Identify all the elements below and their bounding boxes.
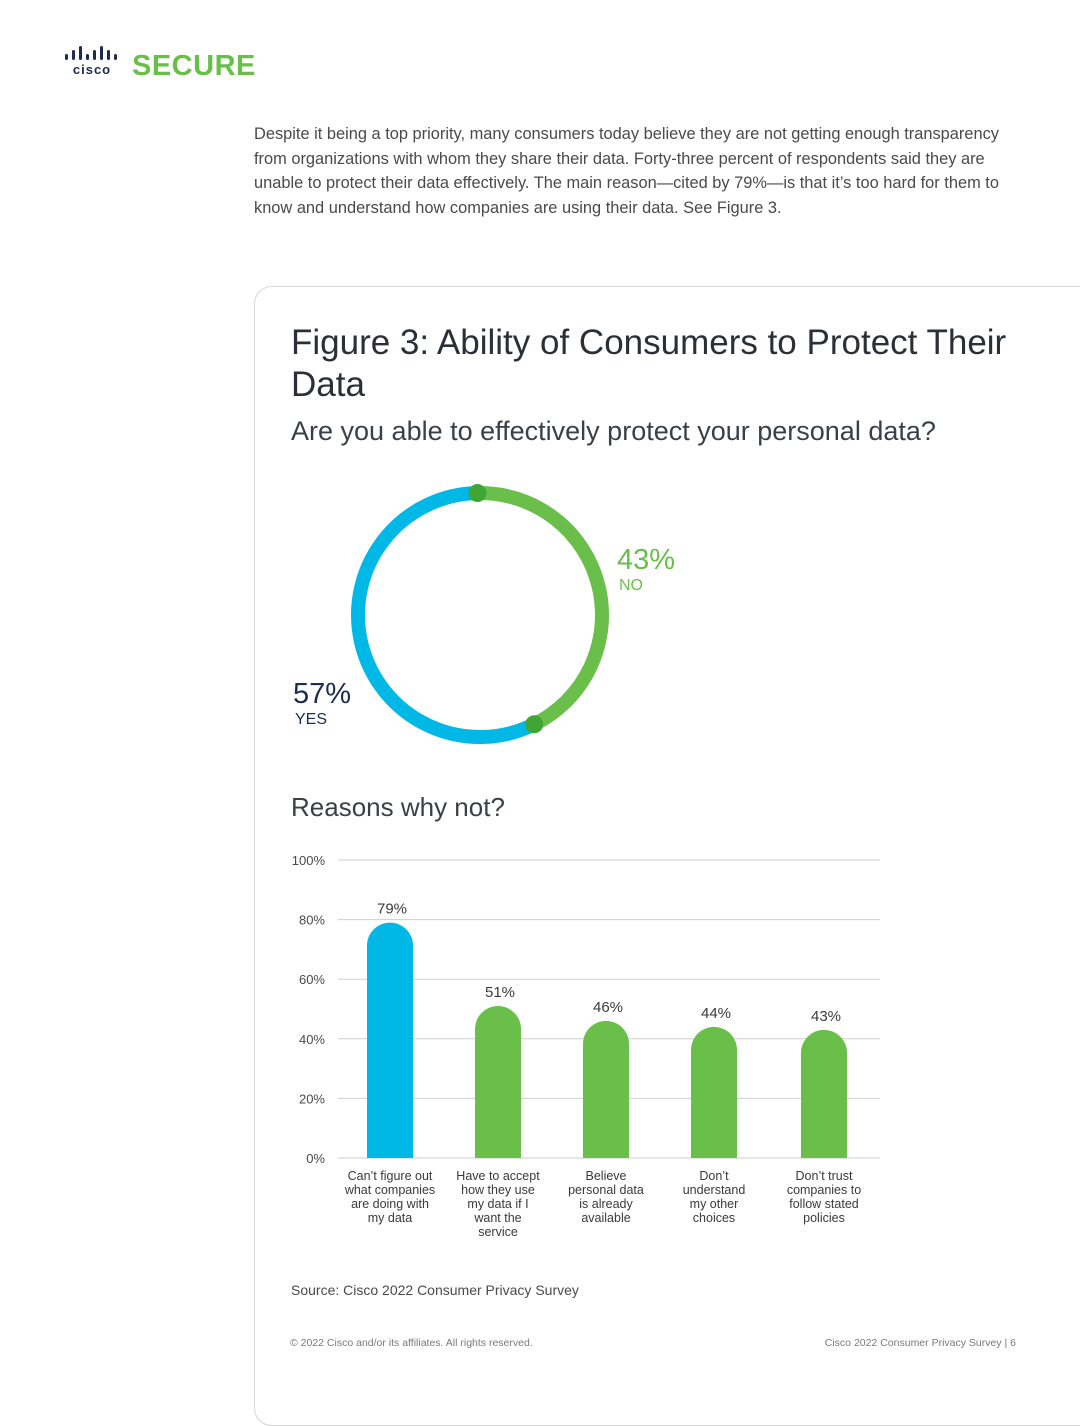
donut-chart xyxy=(351,484,609,744)
footer-copyright: © 2022 Cisco and/or its affiliates. All … xyxy=(290,1337,533,1349)
figure-card xyxy=(254,286,1080,1426)
category-label: choices xyxy=(693,1211,735,1225)
category-label: Can’t figure out xyxy=(348,1169,433,1183)
category-label: want the xyxy=(473,1211,521,1225)
category-label: are doing with xyxy=(351,1197,429,1211)
donut-boundary-dot xyxy=(468,484,487,503)
category-label: follow stated xyxy=(789,1197,859,1211)
category-label: what companies xyxy=(344,1183,435,1197)
bar-2 xyxy=(475,1006,521,1158)
secure-wordmark: SECURE xyxy=(132,50,256,82)
category-label: policies xyxy=(803,1211,845,1225)
y-tick-label: 60% xyxy=(299,972,325,987)
source-note: Source: Cisco 2022 Consumer Privacy Surv… xyxy=(291,1282,579,1298)
bar-1 xyxy=(367,922,413,1158)
category-label: Don’t trust xyxy=(796,1169,853,1183)
category-label: understand xyxy=(683,1183,746,1197)
donut-slice-yes xyxy=(351,486,538,744)
category-label: my other xyxy=(690,1197,739,1211)
figure-title: Figure 3: Ability of Consumers to Protec… xyxy=(291,323,1007,404)
donut-slice-no xyxy=(477,486,609,731)
bar-5 xyxy=(801,1029,847,1158)
yes-label: YES xyxy=(295,711,328,728)
bar-4 xyxy=(691,1026,737,1158)
footer-doc-title: Cisco 2022 Consumer Privacy Survey | 6 xyxy=(824,1337,1016,1349)
category-label: available xyxy=(581,1211,630,1225)
y-tick-label: 0% xyxy=(306,1151,325,1166)
cisco-wordmark: cisco xyxy=(72,62,112,77)
y-tick-label: 40% xyxy=(299,1032,325,1047)
category-label: Have to accept xyxy=(456,1169,540,1183)
donut-boundary-dot xyxy=(525,715,544,734)
bar-value-label: 43% xyxy=(811,1008,841,1025)
category-label: personal data xyxy=(568,1183,644,1197)
category-label: Don’t xyxy=(699,1169,729,1183)
reasons-title: Reasons why not? xyxy=(291,792,505,822)
category-label: my data xyxy=(368,1211,413,1225)
yes-percent-label: 57% xyxy=(293,678,352,710)
bar-value-label: 46% xyxy=(593,999,623,1016)
category-label: service xyxy=(478,1225,518,1239)
figure-subtitle: Are you able to effectively protect your… xyxy=(291,416,936,446)
intro-paragraph: Despite it being a top priority, many co… xyxy=(254,125,999,218)
bar-3 xyxy=(583,1020,629,1158)
bar-value-label: 79% xyxy=(377,901,407,918)
no-percent-label: 43% xyxy=(617,544,676,576)
category-label: my data if I xyxy=(467,1197,528,1211)
no-label: NO xyxy=(619,577,643,594)
category-label: how they use xyxy=(461,1183,535,1197)
bar-chart: 0% 20% 40% 60% 80% 100% 79% Can’t figure outwha… xyxy=(292,853,880,1239)
y-tick-label: 20% xyxy=(299,1091,325,1106)
y-tick-label: 80% xyxy=(299,913,325,928)
bar-value-label: 44% xyxy=(701,1005,731,1022)
category-label: Believe xyxy=(586,1169,627,1183)
category-label: is already xyxy=(579,1197,633,1211)
y-tick-label: 100% xyxy=(292,853,326,868)
cisco-bars-icon xyxy=(65,46,117,60)
bar-value-label: 51% xyxy=(485,984,515,1001)
category-label: companies to xyxy=(787,1183,861,1197)
